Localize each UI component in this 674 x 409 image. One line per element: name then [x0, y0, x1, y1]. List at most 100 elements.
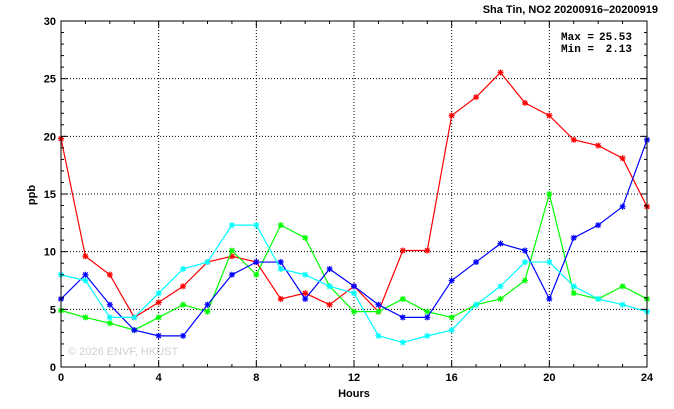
data-point	[204, 259, 211, 266]
data-point	[570, 234, 577, 241]
x-tick-label: 12	[348, 372, 360, 384]
data-point	[619, 283, 626, 290]
data-point	[228, 247, 235, 254]
data-point	[497, 240, 504, 247]
y-tick-label: 0	[50, 362, 56, 374]
series-3	[58, 222, 650, 346]
y-axis-label: ppb	[26, 185, 38, 205]
data-point	[351, 283, 357, 290]
data-point	[106, 314, 113, 321]
data-point	[82, 271, 89, 278]
data-point	[546, 259, 553, 266]
data-point	[155, 299, 162, 306]
data-point	[424, 314, 431, 321]
data-point	[351, 308, 357, 315]
data-point	[277, 222, 284, 229]
data-point	[82, 253, 89, 260]
data-point	[546, 112, 553, 119]
data-point	[326, 301, 333, 308]
data-point	[326, 283, 333, 290]
max-value: 25.53	[599, 32, 632, 44]
x-tick-label: 16	[446, 372, 458, 384]
series-1	[58, 191, 650, 334]
data-point	[351, 290, 357, 297]
data-point	[399, 314, 406, 321]
data-point	[375, 308, 382, 315]
series-2	[58, 136, 650, 339]
data-point	[82, 314, 89, 321]
data-point	[302, 271, 309, 278]
data-point	[228, 222, 235, 229]
data-point	[228, 271, 235, 278]
data-point	[473, 259, 480, 266]
y-tick-label: 30	[44, 16, 56, 28]
y-tick-label: 25	[44, 74, 56, 86]
data-point	[131, 314, 138, 321]
y-tick-label: 10	[44, 247, 56, 259]
chart-title: Sha Tin, NO2 20200916–20200919	[483, 4, 658, 16]
data-point	[448, 327, 455, 334]
data-point	[375, 332, 382, 339]
data-point	[155, 332, 162, 339]
data-point	[424, 308, 431, 315]
data-point	[302, 290, 309, 297]
data-point	[619, 155, 626, 162]
data-point	[375, 301, 382, 308]
data-point	[82, 277, 89, 284]
data-point	[570, 136, 577, 143]
data-point	[180, 283, 187, 290]
data-point	[253, 222, 260, 229]
x-tick-label: 0	[58, 372, 64, 384]
data-point	[595, 222, 602, 229]
axis-ticks: 0 4 8 12 16 20 24 0 5 10 15 20 25 30	[44, 16, 654, 384]
data-point	[595, 142, 602, 149]
data-point	[497, 69, 504, 76]
data-point	[448, 112, 455, 119]
data-point	[497, 295, 504, 302]
data-point	[253, 271, 260, 278]
series-line	[60, 71, 648, 319]
data-point	[277, 259, 284, 266]
data-point	[155, 290, 162, 297]
data-point	[424, 247, 431, 254]
data-point	[204, 308, 211, 315]
data-point	[448, 314, 455, 321]
copyright-watermark: © 2026 ENVF, HKUST	[68, 346, 178, 358]
data-point	[180, 332, 187, 339]
data-point	[326, 265, 333, 272]
x-axis-label: Hours	[338, 388, 370, 400]
data-point	[546, 191, 553, 197]
data-point	[106, 320, 113, 327]
y-tick-label: 15	[44, 189, 56, 201]
data-point	[204, 301, 211, 308]
data-point	[521, 247, 528, 254]
data-point	[619, 203, 626, 210]
data-point	[521, 99, 528, 106]
x-tick-label: 8	[253, 372, 259, 384]
x-tick-label: 4	[156, 372, 163, 384]
series-layer	[58, 69, 650, 346]
data-point	[277, 295, 284, 302]
grid-lines	[61, 21, 647, 367]
data-point	[302, 234, 309, 241]
data-point	[399, 339, 406, 346]
data-point	[131, 327, 138, 334]
data-point	[399, 247, 406, 254]
min-label: Min =	[561, 44, 594, 56]
data-point	[277, 265, 284, 272]
data-point	[106, 271, 113, 278]
x-tick-label: 24	[641, 372, 654, 384]
data-point	[473, 94, 480, 101]
min-value: 2.13	[606, 44, 633, 56]
max-label: Max =	[561, 32, 594, 44]
data-point	[619, 301, 626, 308]
data-point	[155, 314, 162, 321]
data-point	[106, 301, 113, 308]
data-point	[302, 295, 309, 302]
data-point	[497, 283, 504, 290]
data-point	[253, 259, 260, 266]
data-point	[595, 295, 602, 302]
data-point	[180, 301, 187, 308]
y-tick-label: 5	[50, 304, 56, 316]
